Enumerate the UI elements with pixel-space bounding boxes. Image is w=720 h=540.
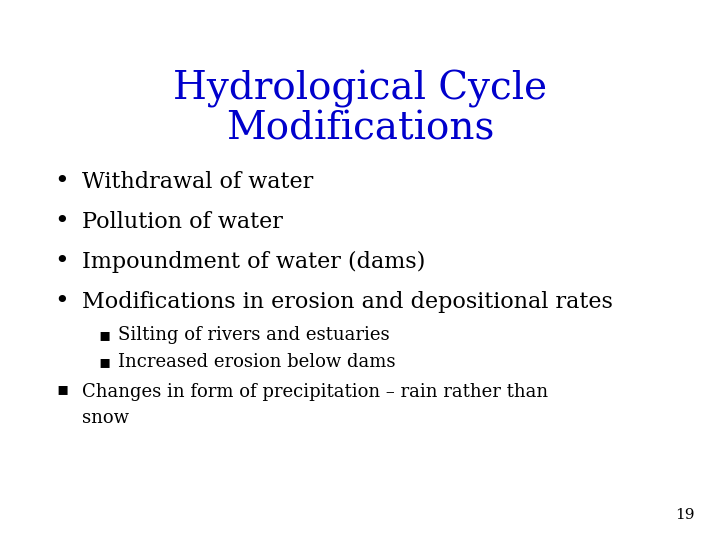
Text: Increased erosion below dams: Increased erosion below dams	[118, 353, 395, 371]
Text: •: •	[55, 211, 69, 233]
Text: 19: 19	[675, 508, 695, 522]
Text: Modifications in erosion and depositional rates: Modifications in erosion and depositiona…	[82, 291, 613, 313]
Text: snow: snow	[82, 409, 129, 427]
Text: •: •	[55, 171, 69, 193]
Text: Changes in form of precipitation – rain rather than: Changes in form of precipitation – rain …	[82, 383, 548, 401]
Text: Hydrological Cycle: Hydrological Cycle	[173, 70, 547, 108]
Text: •: •	[55, 291, 69, 314]
Text: ▪: ▪	[99, 353, 111, 371]
Text: •: •	[55, 251, 69, 273]
Text: Modifications: Modifications	[226, 110, 494, 147]
Text: ▪: ▪	[99, 326, 111, 344]
Text: Impoundment of water (dams): Impoundment of water (dams)	[82, 251, 426, 273]
Text: Withdrawal of water: Withdrawal of water	[82, 171, 313, 193]
Text: Pollution of water: Pollution of water	[82, 211, 283, 233]
Text: Silting of rivers and estuaries: Silting of rivers and estuaries	[118, 326, 390, 344]
Text: ▪: ▪	[56, 380, 68, 398]
